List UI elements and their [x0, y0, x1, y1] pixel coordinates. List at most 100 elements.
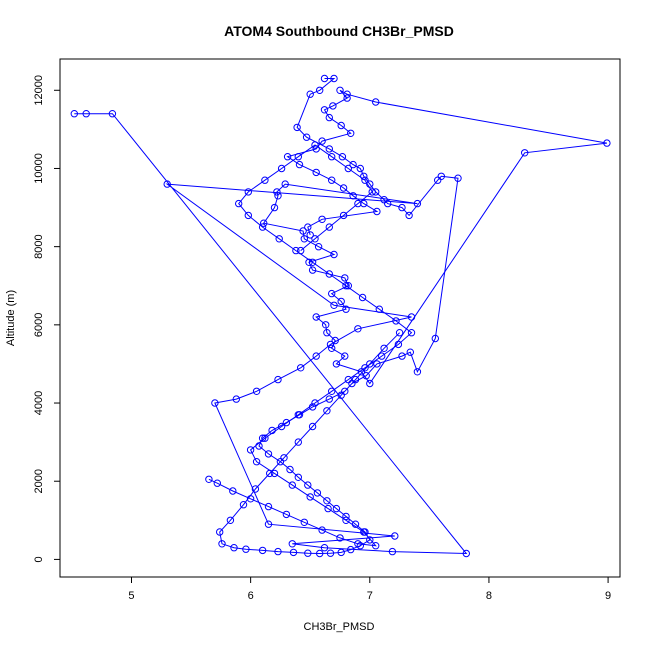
series-layer — [70, 74, 611, 558]
data-point — [344, 282, 352, 290]
plot-frame — [59, 58, 621, 578]
data-point — [398, 352, 406, 360]
data-point — [311, 235, 319, 243]
data-point — [360, 528, 368, 536]
data-point — [304, 549, 312, 557]
data-point — [354, 199, 362, 208]
data-point — [294, 473, 302, 481]
data-point — [274, 547, 282, 556]
data-point — [306, 90, 314, 98]
data-point — [289, 548, 298, 557]
data-point — [281, 180, 289, 188]
data-point — [297, 364, 305, 372]
data-point — [337, 297, 345, 306]
data-point — [366, 536, 374, 544]
data-point — [258, 546, 267, 555]
data-point — [163, 180, 171, 188]
data-point — [337, 548, 345, 557]
y-tick-label: 0 — [33, 556, 45, 562]
data-point — [462, 549, 470, 558]
data-point — [394, 340, 403, 349]
x-axis-label: CH3Br_PMSD — [304, 621, 375, 633]
data-point — [341, 274, 349, 282]
data-point — [343, 94, 351, 102]
data-point — [328, 176, 336, 184]
data-point — [362, 372, 370, 380]
data-point — [252, 387, 261, 395]
data-point — [413, 199, 422, 208]
data-point — [261, 176, 269, 184]
data-point — [82, 110, 90, 118]
data-point — [325, 113, 333, 122]
series-2 — [216, 74, 462, 558]
data-point — [356, 164, 364, 173]
data-point — [242, 545, 250, 553]
data-point — [407, 313, 416, 321]
data-point — [431, 334, 439, 343]
y-tick-label: 12000 — [33, 75, 45, 106]
series-line — [208, 144, 413, 547]
data-point — [361, 176, 369, 184]
data-point — [244, 188, 253, 196]
data-point — [306, 493, 314, 501]
data-point — [407, 329, 416, 337]
data-point — [318, 215, 326, 224]
data-point — [251, 485, 260, 493]
data-point — [252, 458, 261, 466]
y-tick-label: 2000 — [33, 469, 45, 493]
data-point — [246, 446, 255, 454]
data-point — [308, 266, 317, 274]
data-point — [332, 504, 341, 513]
data-point — [437, 172, 445, 181]
data-point — [229, 487, 237, 495]
data-point — [313, 489, 322, 497]
data-point — [521, 149, 529, 157]
data-point — [339, 184, 348, 192]
series-1 — [70, 86, 611, 558]
data-point — [325, 270, 333, 278]
data-point — [297, 246, 305, 255]
data-point — [372, 98, 380, 106]
data-point — [341, 352, 349, 360]
data-point — [316, 549, 324, 558]
data-point — [108, 110, 117, 118]
data-point — [216, 528, 224, 536]
data-point — [308, 422, 317, 431]
x-tick-label: 6 — [248, 590, 254, 602]
data-point — [454, 174, 462, 182]
data-point — [320, 106, 329, 114]
y-tick-label: 6000 — [33, 313, 45, 337]
data-point — [294, 153, 302, 161]
data-point — [375, 305, 383, 313]
data-point — [246, 495, 255, 503]
plot-area — [59, 58, 621, 578]
data-point — [264, 450, 273, 458]
y-axis-label: Altitude (m) — [5, 290, 17, 346]
data-point — [286, 465, 294, 474]
data-point — [312, 352, 320, 360]
data-point — [239, 501, 248, 509]
data-point — [330, 74, 338, 83]
data-point — [372, 542, 380, 550]
data-point — [388, 547, 397, 556]
data-point — [226, 516, 235, 524]
data-point — [347, 545, 355, 554]
data-point — [342, 282, 350, 290]
data-point — [603, 139, 611, 147]
data-point — [325, 145, 333, 153]
data-point — [395, 329, 404, 337]
data-point — [380, 344, 388, 352]
data-point — [312, 313, 320, 321]
data-point — [302, 133, 311, 141]
data-point — [300, 518, 308, 526]
data-point — [294, 438, 302, 446]
data-point — [70, 110, 79, 118]
data-point — [366, 360, 374, 368]
data-point — [218, 540, 226, 548]
data-point — [288, 481, 296, 489]
data-point — [312, 168, 320, 177]
x-tick-label: 9 — [605, 590, 611, 602]
data-point — [299, 227, 307, 235]
data-point — [282, 418, 291, 427]
